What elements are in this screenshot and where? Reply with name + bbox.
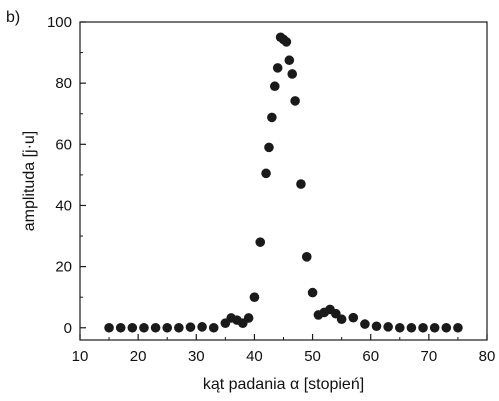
data-point xyxy=(371,321,382,332)
x-tick-label: 40 xyxy=(246,348,263,365)
x-tick-label: 10 xyxy=(72,348,89,365)
y-tick-label: 80 xyxy=(55,75,72,92)
data-point xyxy=(290,96,300,106)
data-point xyxy=(348,312,359,323)
data-point xyxy=(418,322,428,333)
y-tick-label: 60 xyxy=(55,136,72,153)
data-point xyxy=(296,179,306,189)
data-point xyxy=(281,37,292,47)
data-point xyxy=(243,313,254,323)
data-point xyxy=(174,322,184,333)
data-point xyxy=(104,322,114,333)
data-point xyxy=(185,322,196,332)
data-point xyxy=(441,322,452,333)
x-tick-label: 20 xyxy=(130,348,147,365)
x-tick-label: 80 xyxy=(479,348,496,365)
data-point xyxy=(261,168,271,179)
x-tick-label: 30 xyxy=(188,348,205,365)
y-tick-label: 100 xyxy=(47,14,72,31)
y-tick-label: 40 xyxy=(55,197,72,214)
y-axis: 0 20 40 60 80 100 xyxy=(47,14,86,337)
x-tick-label: 50 xyxy=(304,348,321,365)
data-point xyxy=(307,287,318,298)
data-point xyxy=(284,55,295,66)
data-points xyxy=(104,32,463,333)
y-tick-label: 20 xyxy=(55,259,72,276)
panel-label: b) xyxy=(6,9,20,26)
data-point xyxy=(360,319,370,329)
data-point xyxy=(406,322,417,333)
x-tick-label: 60 xyxy=(362,348,379,365)
data-point xyxy=(197,322,207,332)
data-point xyxy=(115,322,126,333)
data-point xyxy=(264,142,274,153)
data-point xyxy=(208,322,219,333)
data-point xyxy=(394,322,405,333)
plot-frame xyxy=(79,21,488,341)
data-point xyxy=(272,63,283,73)
data-point xyxy=(453,322,463,333)
data-point xyxy=(127,322,138,333)
data-point xyxy=(269,81,280,92)
data-point xyxy=(255,237,266,247)
data-point xyxy=(267,112,277,123)
data-point xyxy=(150,322,161,333)
data-point xyxy=(162,322,173,333)
y-axis-title: amplituda [j·u] xyxy=(21,131,38,232)
data-point xyxy=(249,292,260,302)
data-point xyxy=(336,314,347,325)
x-axis: 10 20 30 40 50 60 70 80 xyxy=(72,334,496,365)
x-axis-title: kąt padania α [stopień] xyxy=(203,376,364,393)
x-tick-label: 70 xyxy=(421,348,438,365)
data-point xyxy=(429,322,440,333)
data-point xyxy=(287,69,298,79)
data-point xyxy=(139,322,149,333)
data-point xyxy=(301,252,312,262)
y-tick-label: 0 xyxy=(64,320,72,337)
data-point xyxy=(383,322,393,332)
